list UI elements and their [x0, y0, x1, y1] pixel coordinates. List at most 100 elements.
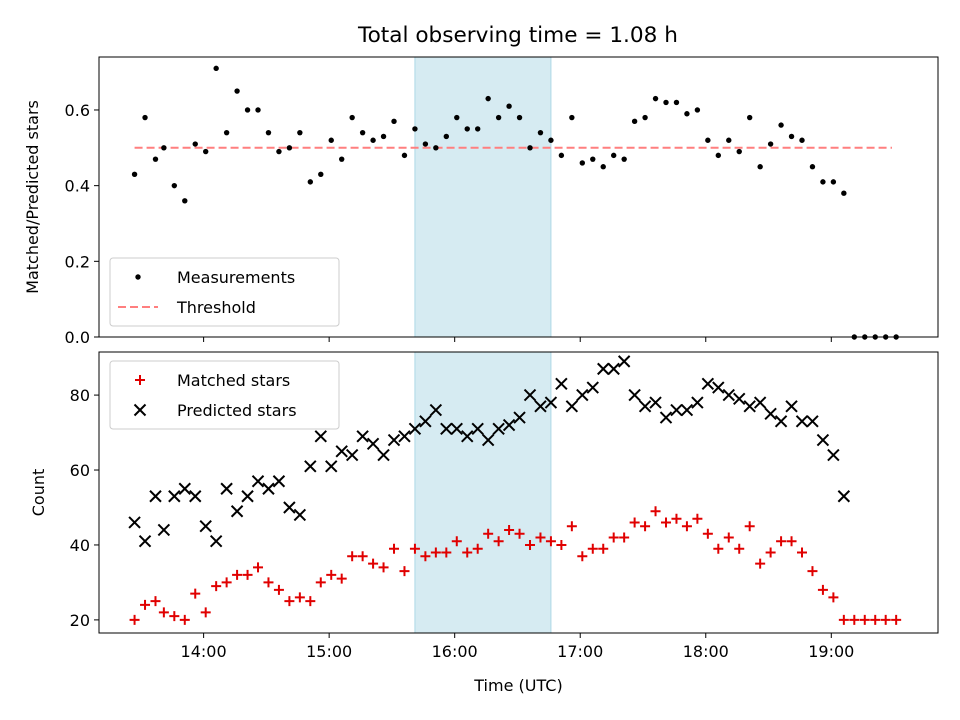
- measurement-point: [694, 107, 701, 113]
- matched-star-point: [242, 569, 253, 580]
- measurement-point: [663, 99, 669, 106]
- time-x-tick-label: 18:00: [683, 642, 729, 661]
- matched-star-point: [368, 558, 379, 569]
- matched-star-point: [263, 577, 274, 588]
- matched-star-point: [880, 614, 891, 625]
- measurement-point: [161, 145, 167, 151]
- time-x-tick-label: 16:00: [432, 642, 478, 661]
- predicted-star-point: [335, 445, 348, 458]
- matched-star-point: [755, 558, 766, 569]
- measurement-point: [558, 152, 565, 159]
- matched-star-point: [640, 521, 651, 532]
- matched-star-point: [891, 614, 902, 625]
- matched-star-point: [221, 577, 232, 588]
- matched-star-point: [430, 547, 441, 558]
- measurement-point: [830, 179, 837, 185]
- predicted-star-point: [659, 411, 673, 424]
- measurement-point: [131, 171, 138, 177]
- measurement-point: [213, 65, 219, 72]
- measurement-point: [328, 137, 334, 143]
- measurement-point: [569, 114, 575, 121]
- predicted-star-point: [597, 362, 610, 376]
- ratio-y-tick-label: 0.0: [65, 328, 90, 347]
- measurement-point: [475, 126, 481, 132]
- measurement-point: [359, 129, 366, 136]
- ratio-y-tick-label: 0.6: [65, 101, 90, 120]
- predicted-star-points: [128, 355, 851, 548]
- measurement-point: [339, 156, 345, 162]
- predicted-star-point: [502, 418, 516, 432]
- matched-star-point: [828, 592, 839, 603]
- matched-star-point: [211, 581, 222, 592]
- count-y-axis-label: Count: [29, 469, 48, 517]
- count-y-tick-label: 80: [70, 386, 90, 405]
- predicted-star-point: [408, 422, 422, 436]
- predicted-star-point: [806, 415, 819, 428]
- predicted-star-point: [513, 411, 526, 424]
- matched-star-point: [129, 614, 140, 625]
- predicted-star-point: [128, 516, 141, 529]
- chart-title: Total observing time = 1.08 h: [357, 23, 678, 48]
- predicted-star-point: [262, 482, 275, 495]
- predicted-star-point: [481, 433, 495, 447]
- matched-star-point: [587, 543, 598, 554]
- predicted-star-point: [157, 523, 171, 537]
- measurement-point: [652, 95, 659, 102]
- count-panel-frame: [98, 351, 939, 634]
- predicted-star-point: [628, 388, 641, 402]
- matched-star-point: [158, 607, 169, 618]
- matched-star-point: [451, 536, 462, 547]
- ratio-panel-frame: [98, 56, 939, 338]
- matched-star-point: [315, 577, 326, 588]
- time-x-tick-label: 15:00: [306, 642, 352, 661]
- measurement-point: [809, 164, 816, 170]
- predicted-star-point: [220, 482, 233, 495]
- predicted-star-point: [617, 355, 631, 368]
- matched-star-point: [608, 532, 619, 543]
- legend-predicted-label: Predicted stars: [177, 401, 297, 420]
- predicted-star-point: [733, 392, 746, 406]
- matched-star-point: [504, 524, 515, 535]
- measurement-point: [433, 145, 439, 151]
- measurement-point: [736, 148, 742, 155]
- measurement-point: [318, 171, 324, 177]
- predicted-star-point: [251, 475, 265, 488]
- matched-star-point: [294, 592, 305, 603]
- matched-star-point: [200, 607, 211, 618]
- measurement-point: [286, 145, 293, 151]
- measurement-point: [684, 111, 690, 117]
- legend-measurement-marker: [135, 274, 141, 280]
- measurement-point: [401, 152, 408, 159]
- predicted-star-point: [565, 400, 579, 413]
- measurement-point: [391, 118, 397, 125]
- predicted-star-point: [534, 400, 547, 413]
- predicted-star-point: [325, 460, 338, 473]
- measurement-point: [464, 126, 470, 132]
- measurement-point: [705, 137, 711, 143]
- measurement-point: [152, 156, 159, 162]
- matched-star-point: [305, 596, 316, 607]
- matched-star-point: [776, 536, 787, 547]
- matched-star-point: [765, 547, 776, 558]
- matched-star-point: [744, 521, 755, 532]
- matched-star-point: [190, 588, 201, 599]
- matched-star-point: [409, 543, 420, 554]
- measurement-point: [673, 99, 680, 106]
- predicted-star-point: [387, 433, 401, 447]
- matched-star-point: [150, 596, 161, 607]
- measurement-point: [799, 137, 805, 143]
- predicted-star-point: [450, 422, 463, 436]
- measurement-point: [244, 107, 251, 113]
- predicted-star-point: [356, 430, 369, 443]
- count-y-tick-label: 60: [70, 461, 90, 480]
- measurement-point: [234, 88, 240, 94]
- predicted-star-point: [149, 490, 162, 503]
- legend-matched-marker: [135, 375, 145, 385]
- matched-star-point: [577, 551, 588, 562]
- legend-frame: [109, 257, 340, 327]
- measurement-point: [841, 190, 847, 196]
- measurement-point: [527, 145, 533, 151]
- matched-star-point: [692, 513, 703, 524]
- matched-star-point: [870, 614, 881, 625]
